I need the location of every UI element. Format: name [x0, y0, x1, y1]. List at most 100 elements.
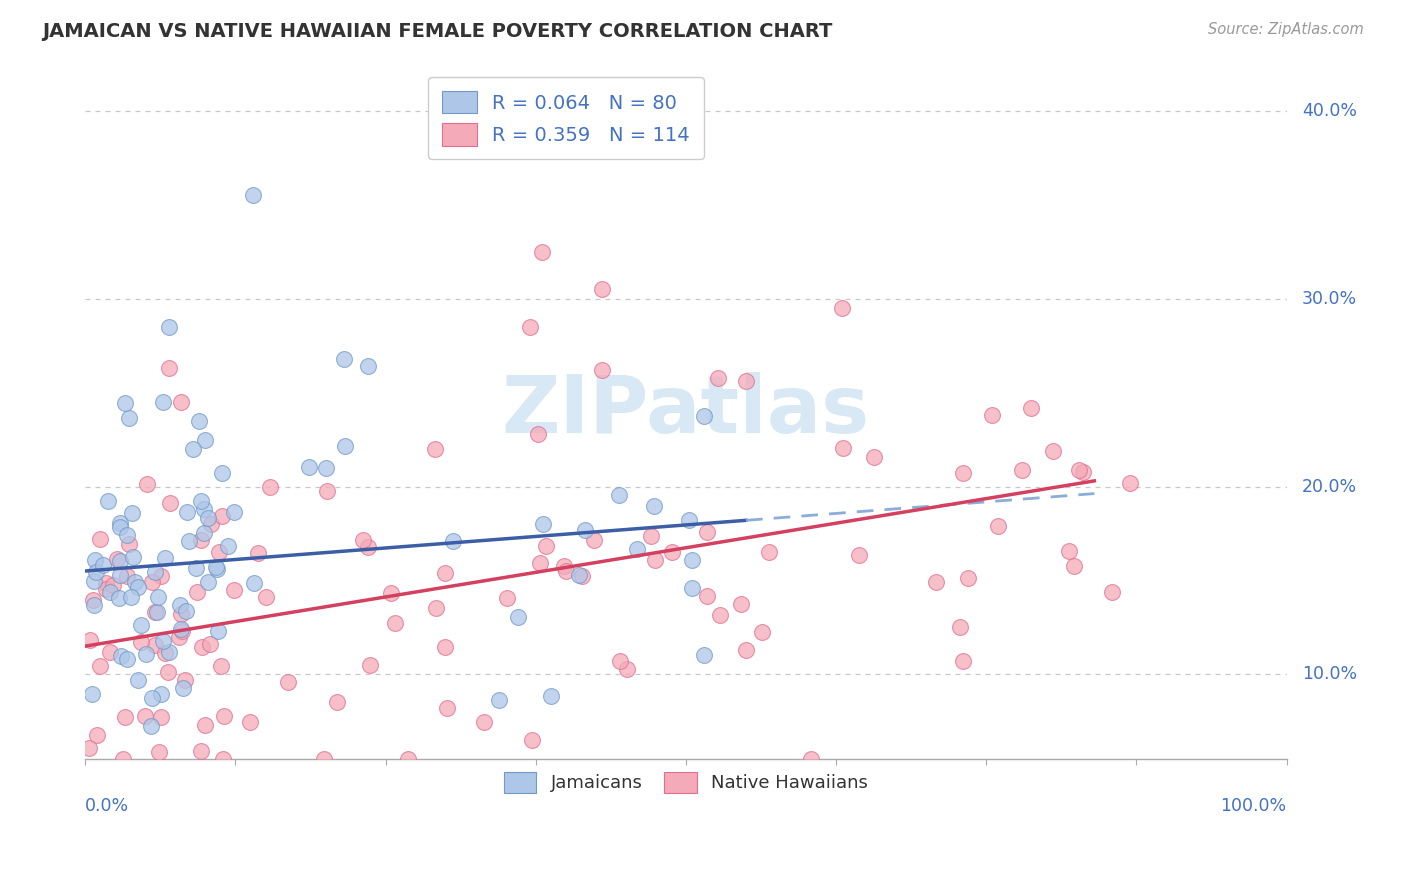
Point	[110, 648, 132, 663]
Point	[129, 618, 152, 632]
Point	[77, 741, 100, 756]
Point	[150, 710, 173, 724]
Point	[120, 590, 142, 604]
Point	[472, 714, 495, 729]
Point	[555, 564, 578, 578]
Point	[170, 395, 193, 409]
Point	[707, 371, 730, 385]
Point	[531, 516, 554, 531]
Point	[86, 728, 108, 742]
Point	[384, 616, 406, 631]
Point	[197, 574, 219, 589]
Point	[79, 632, 101, 647]
Point	[952, 466, 974, 480]
Point	[925, 574, 948, 589]
Point	[332, 351, 354, 366]
Point	[696, 524, 718, 539]
Point	[141, 574, 163, 589]
Point	[186, 585, 208, 599]
Point	[591, 282, 613, 296]
Point	[433, 640, 456, 655]
Text: 100.0%: 100.0%	[1220, 797, 1286, 815]
Point	[357, 540, 380, 554]
Point	[190, 493, 212, 508]
Point	[211, 467, 233, 481]
Point	[730, 597, 752, 611]
Point	[118, 536, 141, 550]
Point	[520, 732, 543, 747]
Point	[170, 607, 193, 621]
Point	[316, 484, 339, 499]
Point	[143, 638, 166, 652]
Point	[190, 744, 212, 758]
Point	[207, 624, 229, 638]
Point	[356, 359, 378, 374]
Point	[848, 548, 870, 562]
Point	[734, 643, 756, 657]
Point	[136, 477, 159, 491]
Point	[681, 581, 703, 595]
Point	[169, 622, 191, 636]
Point	[574, 524, 596, 538]
Point	[83, 574, 105, 588]
Point	[661, 545, 683, 559]
Point	[183, 442, 205, 456]
Point	[198, 637, 221, 651]
Point	[433, 566, 456, 581]
Point	[84, 552, 107, 566]
Point	[222, 582, 245, 597]
Point	[152, 395, 174, 409]
Point	[488, 693, 510, 707]
Point	[89, 532, 111, 546]
Point	[191, 640, 214, 654]
Point	[952, 654, 974, 668]
Point	[155, 551, 177, 566]
Point	[127, 580, 149, 594]
Point	[352, 533, 374, 548]
Point	[124, 574, 146, 589]
Point	[121, 506, 143, 520]
Point	[184, 560, 207, 574]
Point	[1069, 463, 1091, 477]
Point	[148, 745, 170, 759]
Point	[1057, 543, 1080, 558]
Point	[84, 565, 107, 579]
Point	[591, 363, 613, 377]
Point	[82, 687, 104, 701]
Point	[692, 648, 714, 662]
Point	[174, 673, 197, 687]
Point	[114, 709, 136, 723]
Point	[980, 409, 1002, 423]
Point	[436, 700, 458, 714]
Point	[508, 609, 530, 624]
Point	[115, 527, 138, 541]
Point	[425, 600, 447, 615]
Point	[315, 460, 337, 475]
Point	[135, 647, 157, 661]
Point	[529, 556, 551, 570]
Point	[568, 567, 591, 582]
Point	[681, 553, 703, 567]
Point	[98, 585, 121, 599]
Point	[194, 718, 217, 732]
Point	[204, 559, 226, 574]
Point	[98, 645, 121, 659]
Point	[527, 426, 550, 441]
Point	[519, 320, 541, 334]
Point	[193, 526, 215, 541]
Point	[83, 599, 105, 613]
Point	[157, 645, 180, 659]
Point	[582, 533, 605, 547]
Point	[259, 480, 281, 494]
Point	[396, 752, 419, 766]
Point	[127, 673, 149, 687]
Text: 10.0%: 10.0%	[1302, 665, 1357, 683]
Point	[146, 591, 169, 605]
Text: 20.0%: 20.0%	[1302, 477, 1357, 496]
Point	[616, 662, 638, 676]
Point	[217, 539, 239, 553]
Point	[170, 624, 193, 638]
Point	[678, 513, 700, 527]
Point	[326, 696, 349, 710]
Point	[209, 658, 232, 673]
